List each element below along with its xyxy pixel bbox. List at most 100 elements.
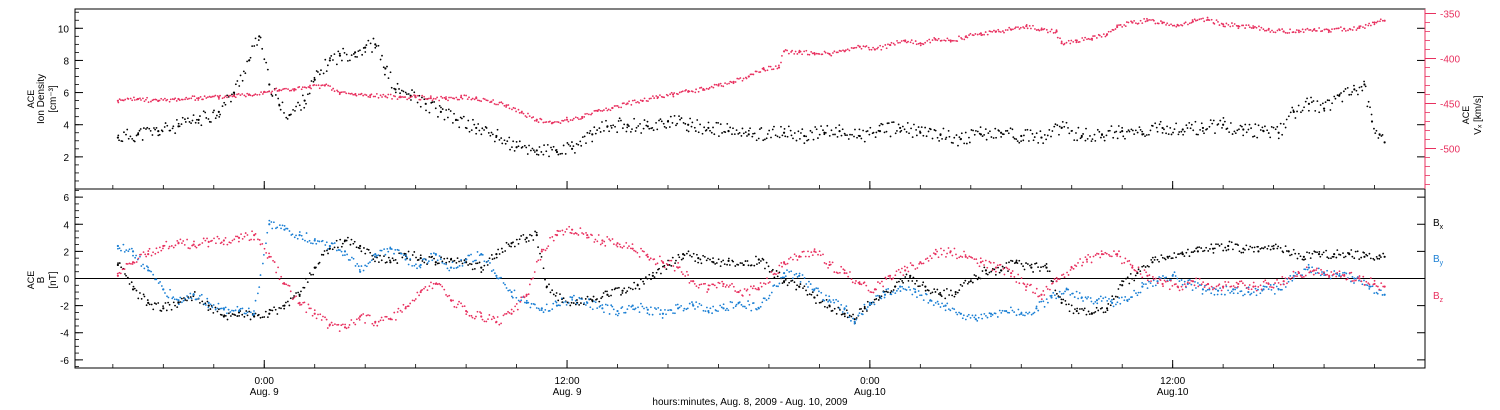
velocity-marker: [147, 101, 150, 104]
bx-marker: [697, 261, 700, 264]
velocity-marker: [598, 108, 600, 111]
by-marker: [226, 312, 228, 315]
bx-marker: [954, 293, 957, 296]
bx-marker: [271, 309, 274, 312]
bz-marker: [1162, 285, 1164, 288]
velocity-marker: [1022, 26, 1024, 28]
bz-marker: [795, 255, 798, 257]
density-marker: [238, 85, 241, 87]
bx-marker: [245, 310, 248, 312]
bz-marker: [964, 254, 967, 256]
bz-marker: [1292, 270, 1295, 273]
bz-marker: [971, 257, 974, 259]
density-marker: [437, 115, 439, 118]
velocity-marker: [993, 29, 995, 32]
velocity-marker: [803, 50, 806, 53]
density-marker: [1155, 126, 1158, 129]
density-marker: [718, 135, 720, 138]
bx-marker-point: [535, 234, 538, 237]
density-marker: [1323, 109, 1326, 112]
bx-marker: [495, 256, 498, 259]
density-marker: [400, 89, 403, 92]
by-marker: [1326, 269, 1328, 272]
by-marker: [1142, 283, 1145, 285]
density-marker: [1277, 137, 1280, 140]
by-marker: [175, 298, 178, 301]
by-marker: [1023, 314, 1026, 317]
velocity-marker: [184, 98, 186, 101]
by-marker: [610, 304, 613, 307]
density-marker: [976, 130, 979, 133]
by-marker: [423, 257, 426, 260]
density-marker: [1222, 117, 1225, 119]
velocity-marker: [1258, 25, 1260, 28]
velocity-marker: [672, 95, 675, 98]
velocity-marker: [1304, 28, 1307, 31]
velocity-marker: [1127, 21, 1130, 24]
by-marker: [243, 312, 246, 315]
bz-marker: [677, 262, 680, 264]
velocity-marker: [645, 99, 648, 102]
velocity-marker: [1299, 30, 1302, 33]
bz-marker: [1284, 277, 1287, 280]
bz-marker: [1368, 283, 1371, 286]
bx-marker: [470, 263, 473, 266]
density-marker: [346, 59, 349, 62]
bx-marker: [391, 257, 394, 260]
bz-marker: [1143, 269, 1146, 272]
bx-marker: [419, 254, 422, 257]
velocity-marker: [1148, 18, 1151, 21]
bx-marker: [1252, 250, 1255, 253]
velocity-marker: [237, 92, 240, 95]
density-marker: [1075, 132, 1077, 134]
by-marker: [283, 225, 286, 227]
bz-marker: [1378, 288, 1381, 291]
by-marker: [601, 304, 604, 306]
bx-marker: [885, 290, 888, 293]
bx-marker: [327, 252, 329, 255]
density-marker: [195, 118, 198, 121]
density-marker: [389, 71, 392, 74]
bz-marker: [1254, 285, 1257, 288]
legend-bx: Bx: [1433, 218, 1444, 231]
bx-marker: [889, 291, 892, 294]
by-marker: [998, 309, 1001, 312]
bx-marker: [1062, 298, 1065, 301]
bz-marker: [695, 285, 698, 287]
bz-marker: [907, 270, 910, 273]
bz-marker: [636, 251, 639, 254]
by-marker: [727, 309, 730, 312]
by-marker: [1008, 311, 1011, 314]
density-marker: [359, 49, 361, 52]
bz-marker: [1104, 251, 1107, 254]
by-marker: [280, 227, 282, 230]
bx-marker: [461, 262, 464, 265]
velocity-marker-point: [656, 96, 659, 99]
density-marker-point: [1383, 141, 1386, 144]
bz-marker: [569, 231, 572, 234]
bx-marker: [993, 268, 996, 271]
by-marker: [685, 308, 688, 311]
by-marker: [1137, 291, 1140, 294]
by-marker: [823, 299, 826, 302]
bx-marker: [1218, 244, 1221, 247]
bx-marker-point: [1302, 255, 1305, 258]
bx-marker: [1153, 259, 1156, 261]
bz-marker: [372, 324, 375, 327]
velocity-marker: [1089, 38, 1091, 41]
velocity-marker: [565, 116, 568, 119]
bx-marker: [345, 239, 348, 242]
velocity-marker: [1180, 23, 1182, 26]
by-marker: [1227, 289, 1229, 292]
bx-marker: [434, 263, 437, 266]
by-marker: [1198, 284, 1201, 286]
density-marker: [990, 136, 993, 138]
velocity-marker: [947, 39, 950, 42]
velocity-marker: [1124, 25, 1127, 28]
density-marker: [521, 145, 524, 148]
density-marker: [1221, 127, 1223, 129]
velocity-marker: [221, 97, 224, 100]
density-marker-point: [116, 136, 119, 139]
velocity-marker: [946, 37, 949, 40]
by-marker: [387, 250, 390, 253]
